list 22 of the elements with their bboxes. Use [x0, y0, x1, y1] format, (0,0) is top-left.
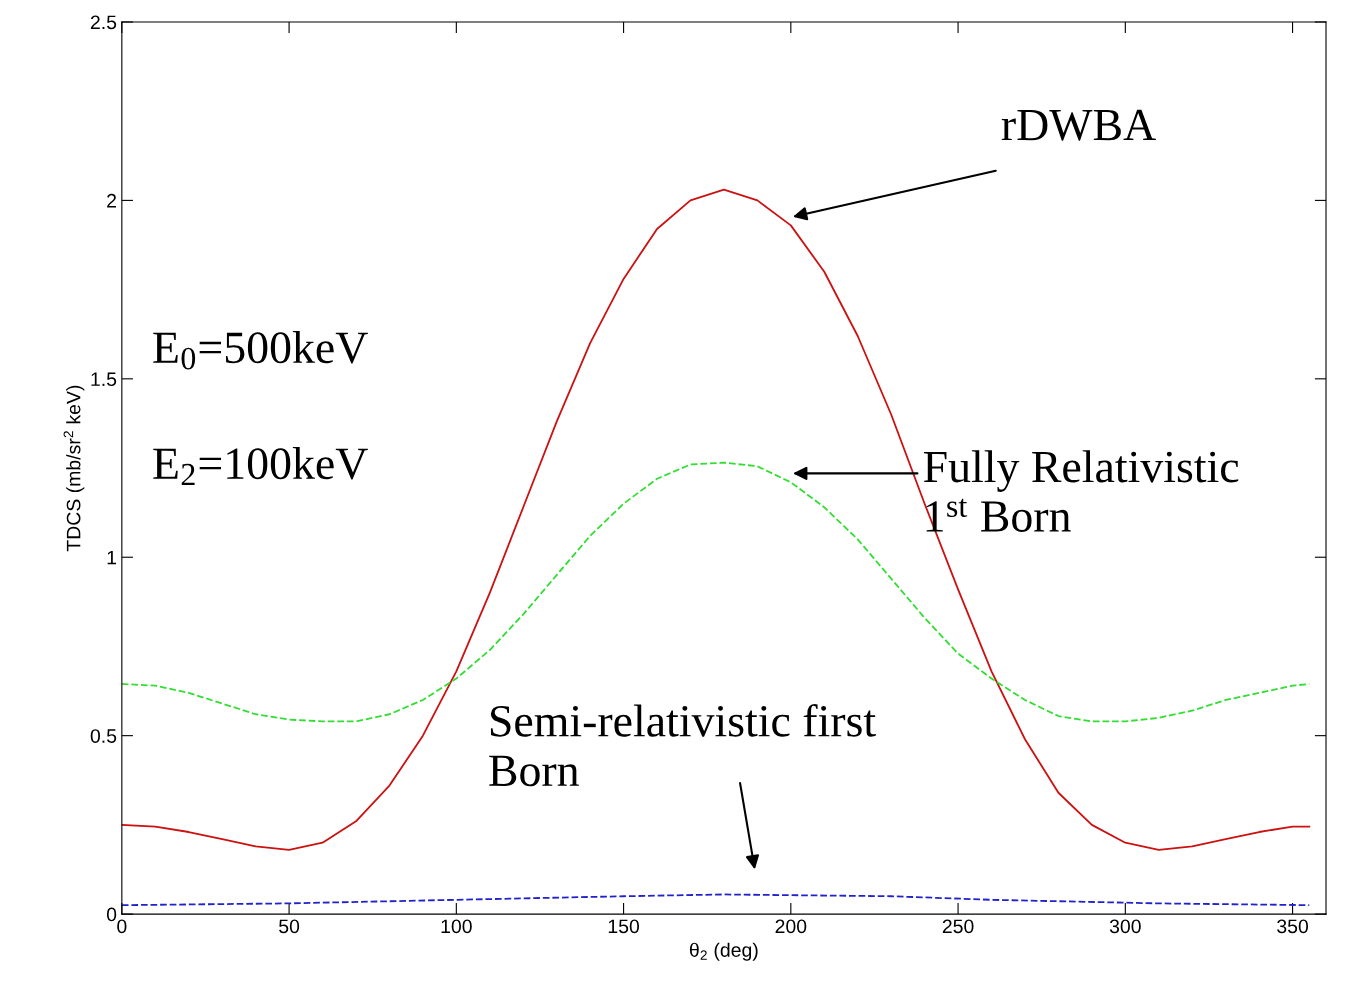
- x-tick-label: 150: [608, 919, 640, 934]
- y-tick-label: 1: [107, 550, 117, 565]
- y-tick-label: 2.5: [90, 15, 117, 30]
- y-axis-title: TDCS (mb/sr$^{2}$ keV): [63, 385, 85, 552]
- y-tick-label: 0: [106, 907, 117, 922]
- x-tick-label: 0: [117, 919, 127, 934]
- x-tick-label: 100: [441, 919, 472, 934]
- y-tick-label: 1.5: [91, 372, 117, 387]
- x-tick-label: 250: [942, 919, 974, 934]
- annotation: rDWBA: [1001, 109, 1156, 141]
- annotation: E$_{0}$=500keV: [153, 331, 368, 370]
- x-tick-label: 200: [775, 919, 807, 934]
- y-tick-label: 2: [107, 193, 116, 208]
- line-series: [121, 893, 1311, 907]
- x-tick-label: 50: [279, 919, 300, 934]
- x-tick-label: 350: [1277, 919, 1309, 934]
- line-series: [121, 188, 1311, 851]
- x-axis-title: θ$_{2}$ (deg): [689, 942, 758, 961]
- x-tick-label: 300: [1109, 919, 1141, 934]
- annotation: Semi-relativistic first Born: [489, 703, 876, 787]
- y-tick-label: 0.5: [90, 729, 117, 743]
- annotation: E$_{2}$=100keV: [153, 446, 368, 486]
